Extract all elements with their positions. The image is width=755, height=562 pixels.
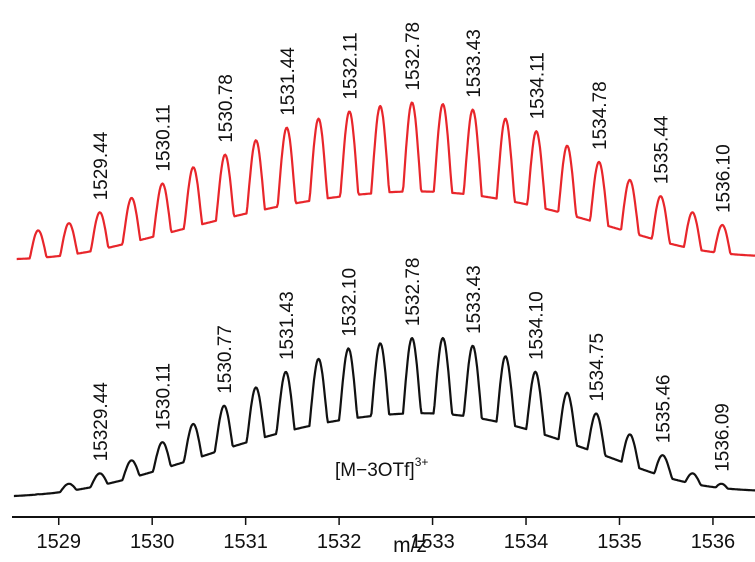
- peak-label: 1534.75: [587, 333, 608, 402]
- x-tick-label: 1533: [410, 531, 455, 553]
- red-trace-line: [16, 101, 755, 261]
- x-tick-label: 1535: [597, 531, 642, 553]
- peak-label: 1530.11: [153, 104, 174, 171]
- peak-labels-layer: 1529.44 1530.11 1530.78 1531.44 1532.11 1532.…: [91, 22, 734, 472]
- peak-label: 1532.10: [339, 268, 360, 337]
- peak-label: 1534.78: [590, 81, 611, 150]
- peak-label: 1536.09: [712, 403, 733, 472]
- x-tick-label: 1530: [130, 531, 175, 553]
- peak-label: 1536.10: [713, 144, 734, 213]
- x-tick-label: 1536: [691, 531, 736, 553]
- peak-label: 1530.78: [216, 74, 237, 143]
- peak-label: 1534.10: [526, 291, 547, 360]
- peak-label: 1532.11: [340, 32, 361, 99]
- peak-label: 1531.43: [277, 291, 298, 360]
- peak-label: 15329.44: [91, 382, 112, 462]
- peak-label: 1530.77: [215, 325, 236, 394]
- ion-annotation: [M−3OTf]3+: [335, 455, 428, 481]
- peak-label: 1529.44: [91, 131, 112, 200]
- peak-label: 1533.43: [464, 265, 485, 334]
- peak-label: 1532.78: [403, 258, 424, 327]
- x-axis-label: m/z: [393, 534, 427, 557]
- x-tick-label: 1529: [36, 531, 81, 553]
- peak-label: 1534.11: [527, 52, 548, 119]
- peak-label: 1532.78: [403, 22, 424, 91]
- x-tick-label: 1534: [504, 531, 549, 553]
- x-tick-label: 1532: [317, 531, 362, 553]
- black-trace-line: [13, 336, 755, 498]
- x-tick-label: 1531: [223, 531, 268, 553]
- axes: 1529 1530 1531 1532 1533 1534 1535 1536: [12, 516, 755, 553]
- series-layer: [13, 101, 755, 498]
- peak-label: 1531.44: [278, 47, 299, 116]
- peak-label: 1533.43: [464, 29, 485, 98]
- peak-label: 1535.44: [652, 115, 673, 184]
- peak-label: 1530.11: [153, 363, 174, 430]
- peak-label: 1535.46: [653, 375, 674, 444]
